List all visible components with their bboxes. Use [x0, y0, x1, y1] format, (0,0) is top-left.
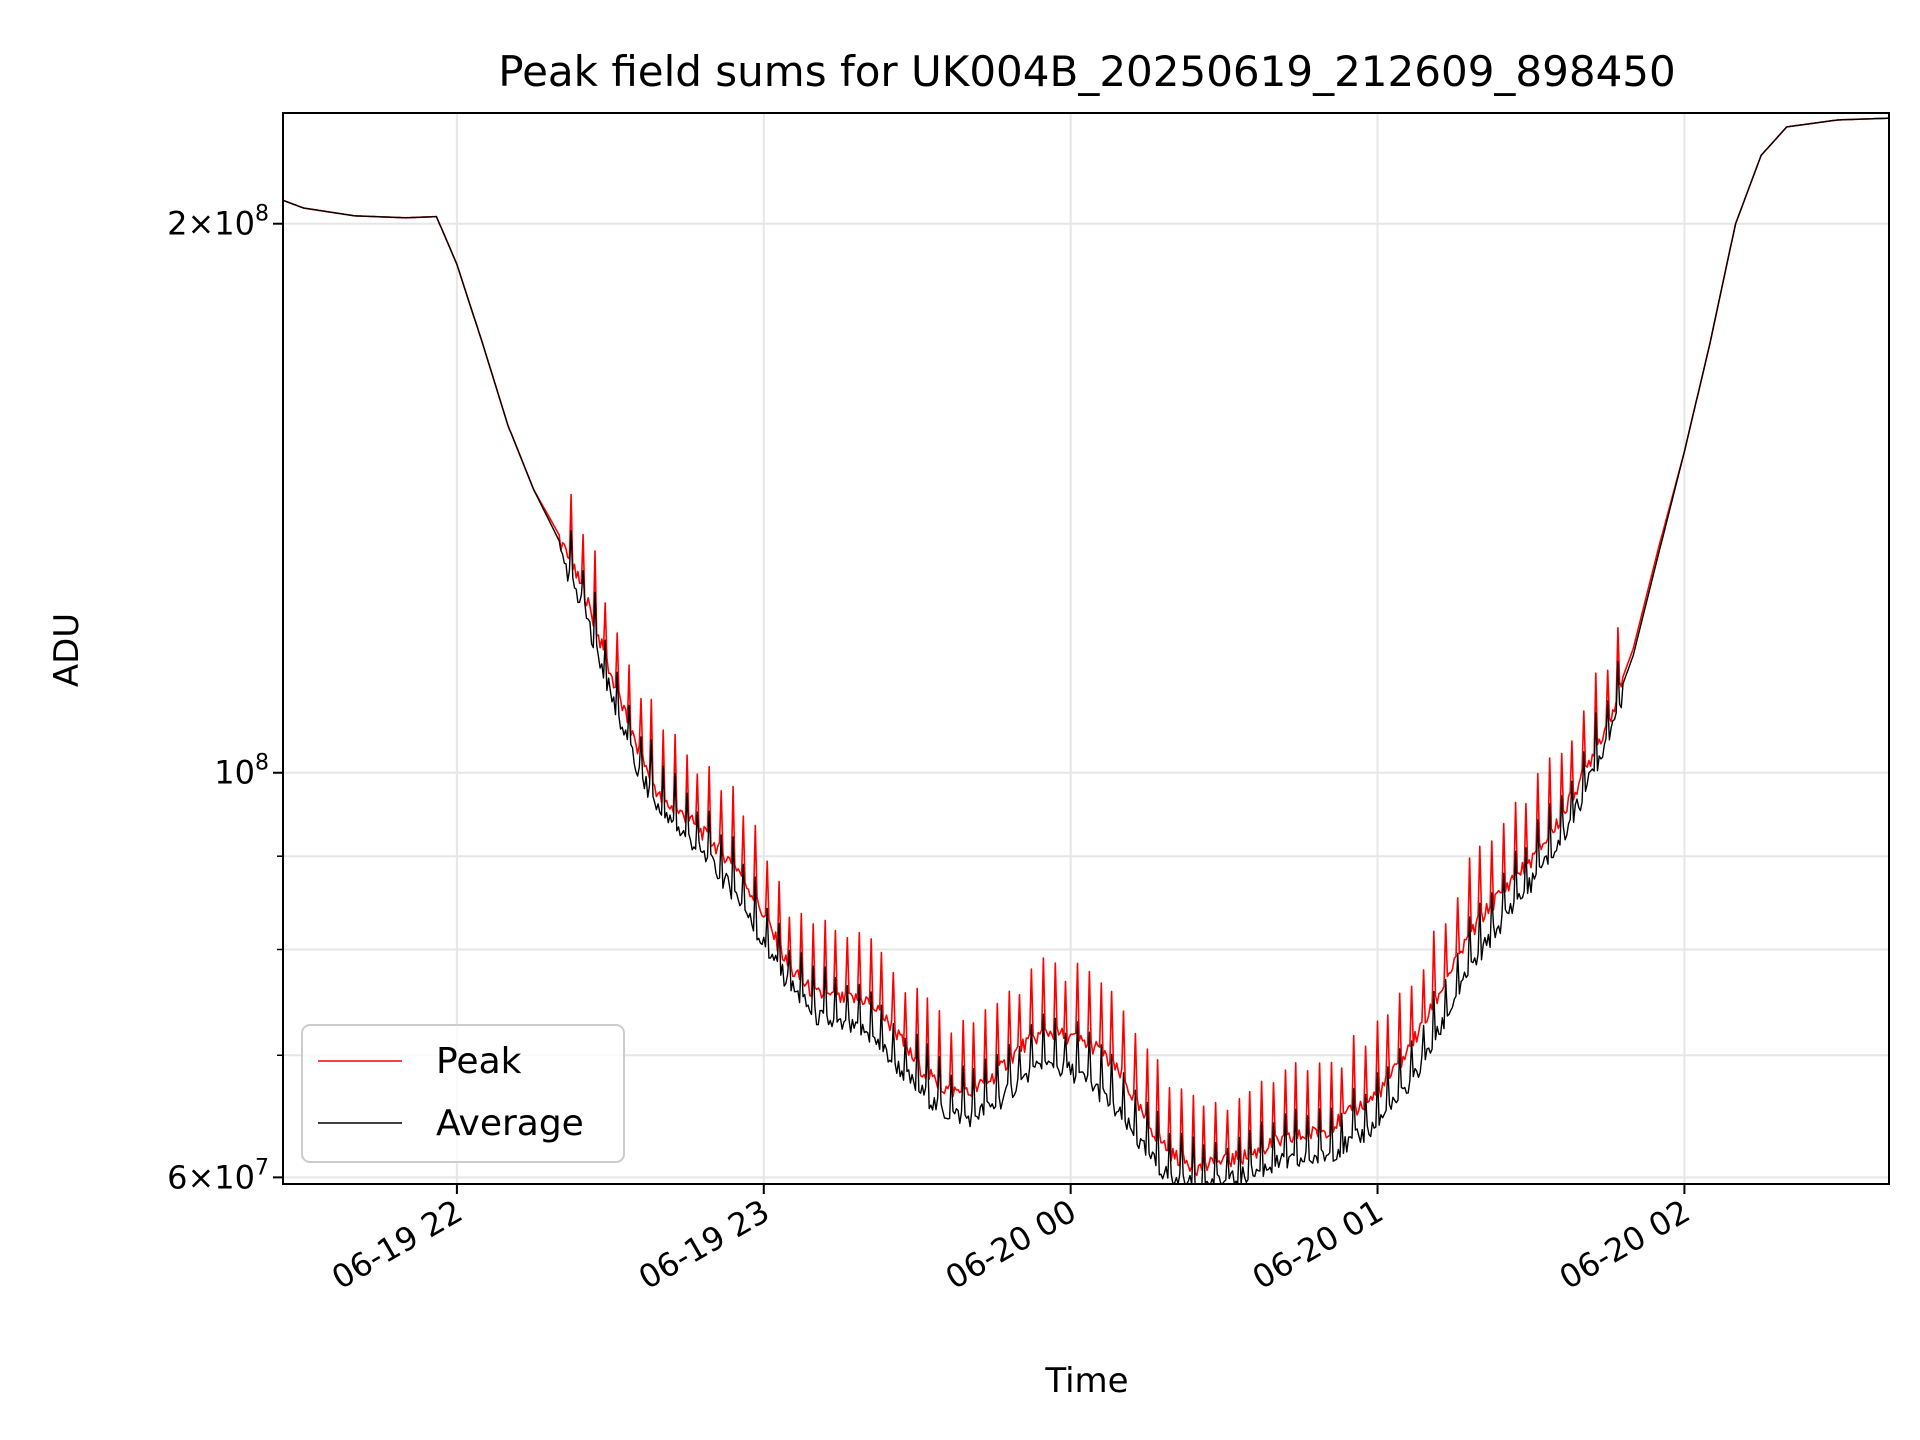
series-line-peak	[282, 117, 1889, 1177]
legend-box	[301, 1024, 625, 1163]
y-tick-label: 6×107	[167, 1155, 269, 1196]
chart-title: Peak field sums for UK004B_20250619_2126…	[498, 47, 1676, 96]
plot-frame	[282, 112, 1890, 1185]
y-tick-label: 108	[214, 751, 269, 792]
series-line-average	[282, 117, 1889, 1185]
legend-label-peak: Peak	[436, 1041, 522, 1082]
legend: Peak Average	[301, 1024, 625, 1163]
legend-label-average: Average	[436, 1103, 584, 1144]
y-tick-label: 2×108	[167, 202, 269, 243]
series-layer	[282, 117, 1889, 1185]
x-axis-label: Time	[1044, 1361, 1128, 1401]
grid	[283, 113, 1889, 1184]
y-axis: 6×107 108 2×108	[167, 202, 283, 1196]
y-axis-label: ADU	[47, 613, 87, 687]
